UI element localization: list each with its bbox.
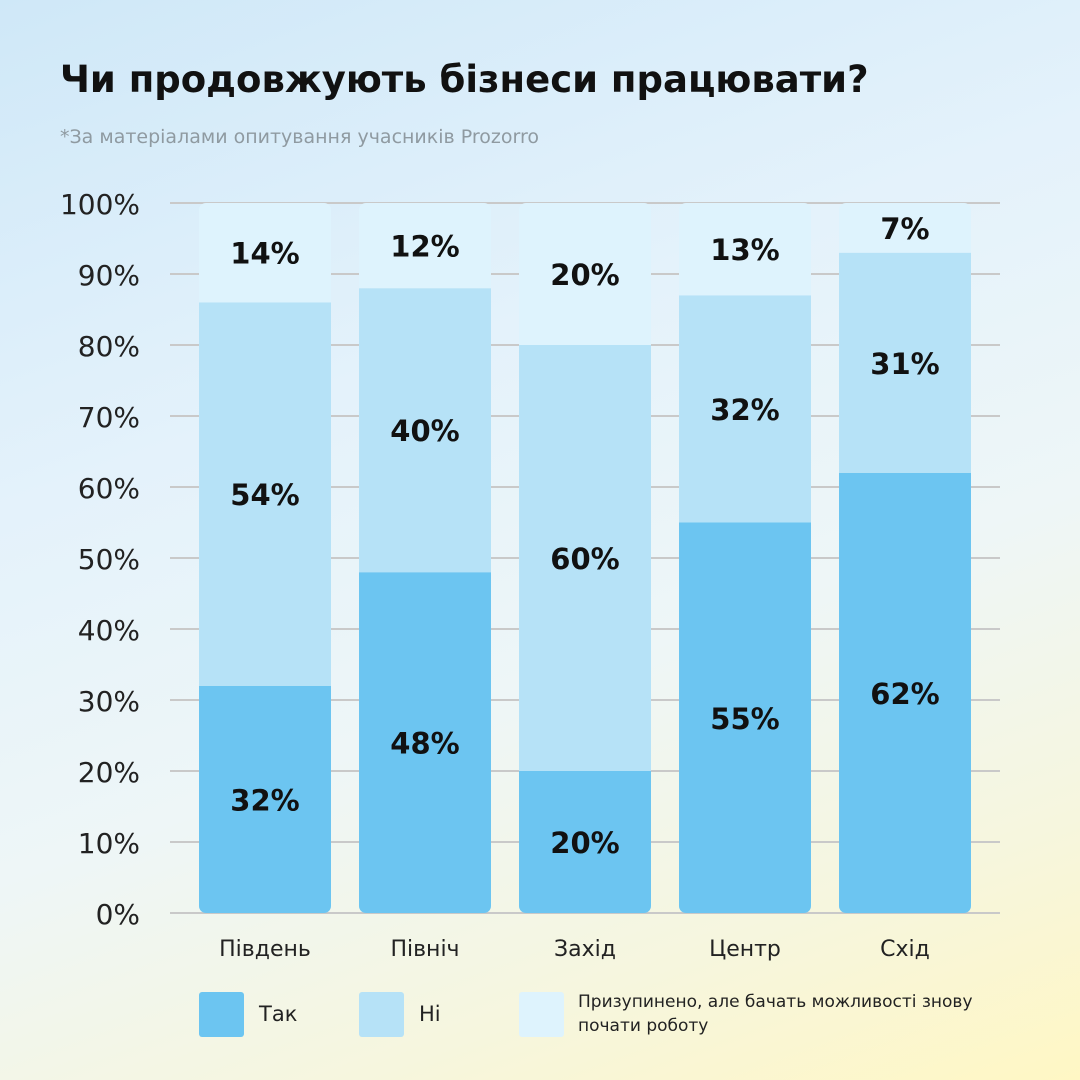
y-axis-tick-labels: 0% 10% 20% 30% 40% 50% 60% 70% 80% 90% 100% bbox=[60, 188, 140, 931]
bar-segment-paused bbox=[519, 203, 651, 345]
bar-segment-no bbox=[839, 252, 971, 473]
bar-segment-yes bbox=[199, 685, 331, 913]
data-label: 40% bbox=[390, 414, 459, 448]
bar-segment-no bbox=[519, 345, 651, 771]
legend-swatch-yes bbox=[199, 991, 244, 1037]
y-tick-label: 100% bbox=[60, 188, 140, 221]
legend-item-paused: Призупинено, але бачать можливості знову… bbox=[519, 990, 998, 1038]
y-tick-label: 60% bbox=[78, 472, 140, 505]
legend-swatch-paused bbox=[519, 991, 564, 1037]
data-label: 55% bbox=[710, 702, 779, 736]
bar-segment-yes bbox=[519, 771, 651, 913]
x-tick-label: Центр bbox=[709, 937, 781, 962]
y-tick-label: 10% bbox=[78, 827, 140, 860]
bar-segment-paused bbox=[359, 203, 491, 289]
data-label: 60% bbox=[550, 542, 619, 576]
legend-swatch-no bbox=[359, 991, 404, 1037]
bar-stack bbox=[519, 203, 651, 913]
y-tick-label: 40% bbox=[78, 614, 140, 647]
x-tick-label: Схід bbox=[880, 937, 930, 962]
bar-segment-yes bbox=[839, 472, 971, 913]
x-tick-label: Північ bbox=[390, 937, 459, 962]
bar-segment-no bbox=[679, 295, 811, 523]
x-axis-category-labels: Південь Північ Захід Центр Схід bbox=[219, 937, 930, 962]
legend-item-yes: Так bbox=[199, 991, 359, 1037]
legend-item-no: Ні bbox=[359, 991, 519, 1037]
bar-stack bbox=[679, 203, 811, 913]
data-label: 7% bbox=[880, 212, 929, 246]
data-label: 20% bbox=[550, 258, 619, 292]
y-tick-label: 80% bbox=[78, 330, 140, 363]
legend-label-yes: Так bbox=[259, 1002, 298, 1026]
stacked-bar-chart: 0% 10% 20% 30% 40% 50% 60% 70% 80% 90% 100% 32% 54%… bbox=[60, 188, 1000, 962]
x-tick-label: Південь bbox=[219, 937, 311, 962]
bar-segment-no bbox=[199, 302, 331, 686]
data-label: 13% bbox=[710, 233, 779, 267]
data-label: 48% bbox=[390, 727, 459, 761]
bar-segment-paused bbox=[839, 203, 971, 253]
data-label: 20% bbox=[550, 826, 619, 860]
data-label: 32% bbox=[230, 783, 299, 817]
bar-stack bbox=[839, 203, 971, 913]
chart-title: Чи продовжують бізнеси працювати? bbox=[60, 58, 869, 101]
data-label: 31% bbox=[870, 347, 939, 381]
chart-subtitle: *За матеріалами опитування учасників Pro… bbox=[60, 126, 540, 148]
y-tick-label: 30% bbox=[78, 685, 140, 718]
bar-segment-paused bbox=[679, 203, 811, 296]
data-label: 62% bbox=[870, 677, 939, 711]
bar-stack bbox=[359, 203, 491, 913]
bar-segment-yes bbox=[679, 522, 811, 913]
data-labels: 32% 54% 14% 48% 40% 12% 20% 60% 20% 55% 32% 13% 62% 3… bbox=[230, 212, 939, 860]
data-label: 32% bbox=[710, 393, 779, 427]
bar-segment-yes bbox=[359, 572, 491, 913]
legend: Так Ні Призупинено, але бачать можливост… bbox=[199, 990, 998, 1038]
legend-label-paused: Призупинено, але бачать можливості знову… bbox=[578, 992, 973, 1036]
data-label: 14% bbox=[230, 237, 299, 271]
bar-stack bbox=[199, 203, 331, 913]
bars bbox=[199, 203, 971, 913]
y-tick-label: 0% bbox=[96, 898, 140, 931]
y-tick-label: 20% bbox=[78, 756, 140, 789]
legend-label-no: Ні bbox=[419, 1002, 441, 1026]
y-tick-label: 70% bbox=[78, 401, 140, 434]
data-label: 12% bbox=[390, 230, 459, 264]
bar-segment-paused bbox=[199, 203, 331, 303]
y-tick-label: 50% bbox=[78, 543, 140, 576]
bar-segment-no bbox=[359, 288, 491, 573]
data-label: 54% bbox=[230, 478, 299, 512]
y-tick-label: 90% bbox=[78, 259, 140, 292]
x-tick-label: Захід bbox=[554, 937, 616, 962]
